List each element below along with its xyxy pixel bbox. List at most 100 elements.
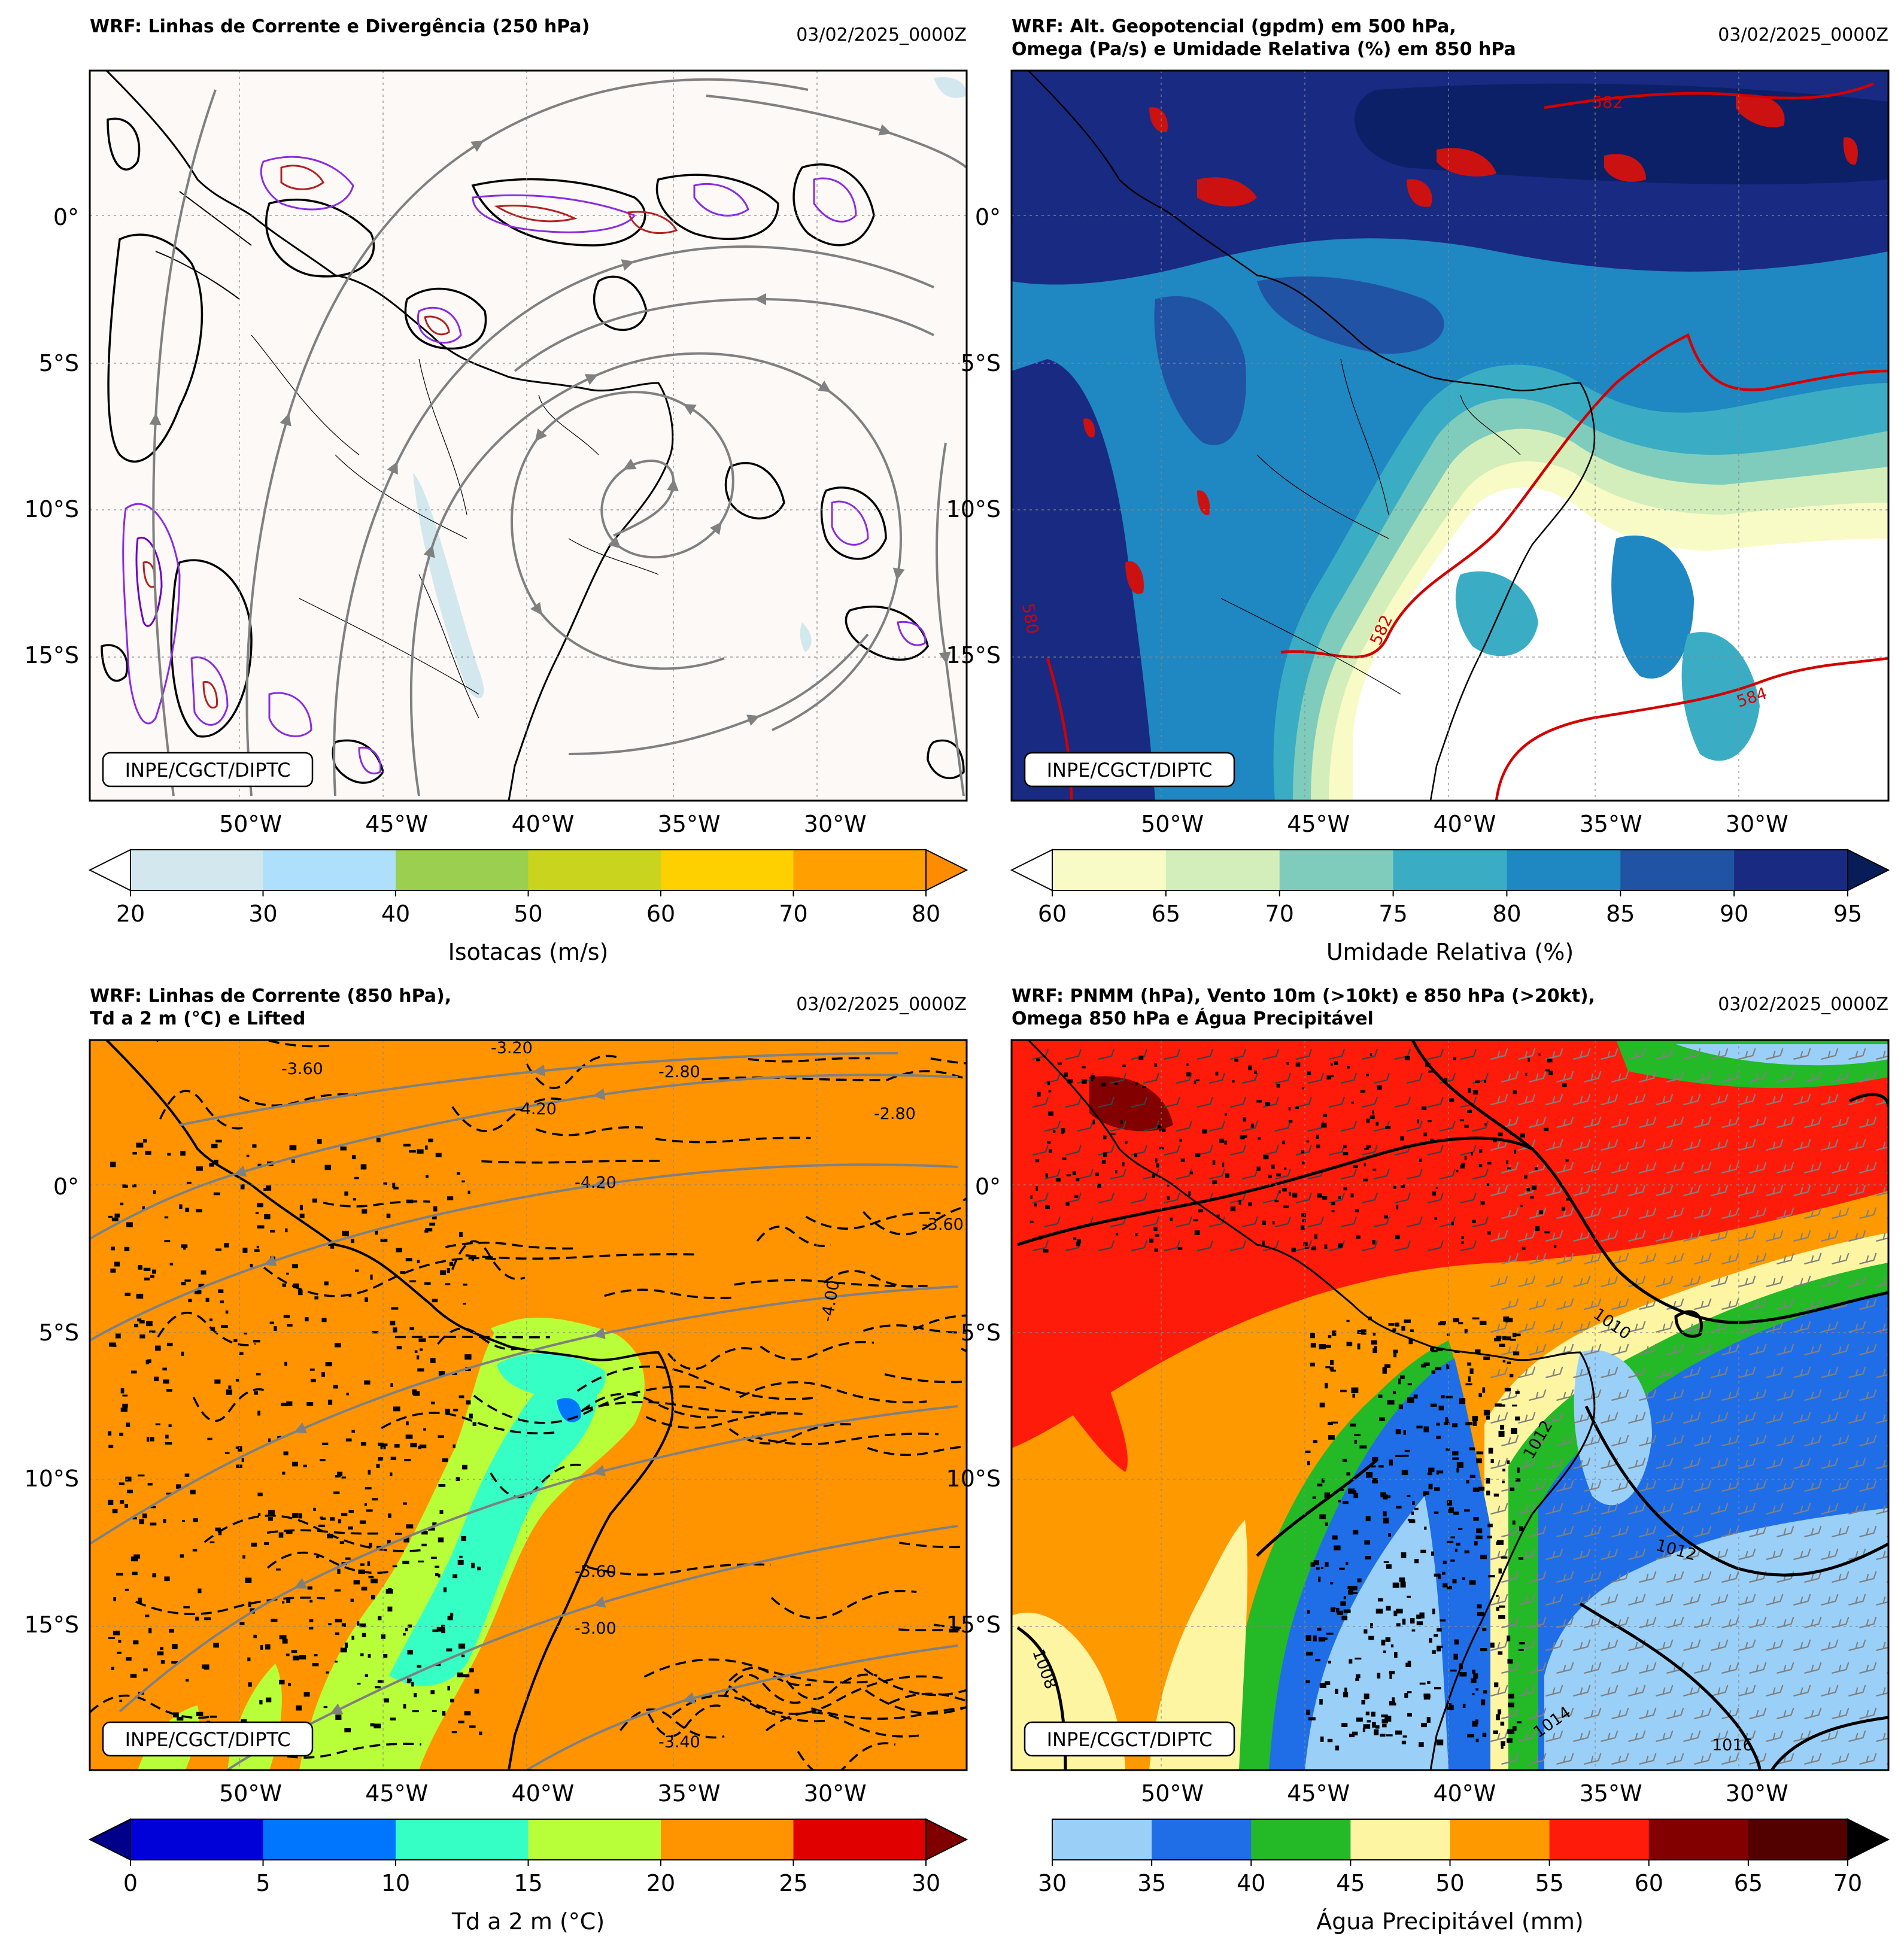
wind-barb [1793, 1730, 1811, 1743]
wind-barb [1611, 1298, 1629, 1311]
wind-barb [1804, 1207, 1822, 1220]
omega-speck [1047, 1081, 1050, 1086]
omega-speck [1340, 1489, 1344, 1491]
omega-speck [1253, 1071, 1258, 1074]
wind-barb [1490, 1594, 1508, 1606]
omega-speck [325, 1362, 332, 1367]
omega-speck [1453, 1318, 1460, 1322]
omega-speck [1426, 1717, 1431, 1723]
omega-speck [1156, 1163, 1159, 1167]
omega-speck [211, 1144, 218, 1148]
wind-barb [1340, 1072, 1358, 1084]
omega-speck [1186, 1063, 1189, 1066]
omega-speck [108, 1342, 116, 1347]
omega-speck [1152, 1174, 1155, 1178]
omega-speck [1566, 1198, 1571, 1201]
wind-barb [1848, 1685, 1866, 1697]
omega-speck [215, 1527, 221, 1531]
omega-speck [367, 1561, 371, 1566]
omega-speck [138, 1474, 145, 1477]
omega-speck [1420, 1549, 1426, 1553]
omega-speck [145, 1615, 150, 1617]
omega-speck [1350, 1193, 1354, 1197]
omega-speck [259, 1699, 263, 1705]
omega-speck [419, 1444, 427, 1449]
omega-speck [365, 1487, 372, 1489]
omega-speck [472, 1422, 476, 1426]
wind-barb [1766, 1594, 1784, 1606]
omega-speck [1335, 1607, 1340, 1613]
omega-speck [1515, 1478, 1521, 1482]
omega-speck [428, 1138, 433, 1142]
omega-speck [1428, 1483, 1433, 1489]
omega-speck [125, 1476, 132, 1482]
omega-speck [390, 1383, 393, 1387]
wind-barb [1241, 1072, 1259, 1084]
omega-speck [1520, 1205, 1523, 1208]
wind-barb [1406, 1216, 1423, 1228]
omega-speck [139, 1334, 145, 1339]
lifted-contour-label: -2.80 [658, 1063, 700, 1081]
omega-speck [447, 1616, 453, 1620]
omega-speck [1385, 1126, 1391, 1129]
omega-speck [275, 1568, 281, 1571]
omega-speck [228, 1385, 232, 1389]
wind-barb [1373, 1072, 1390, 1084]
wind-barb [1032, 1192, 1049, 1204]
omega-speck [132, 1571, 138, 1576]
omega-speck [1356, 1674, 1361, 1679]
omega-speck [299, 1214, 305, 1218]
omega-speck [1305, 1652, 1313, 1656]
omega-speck [1225, 1173, 1229, 1178]
omega-speck [150, 1275, 154, 1278]
wind-barb [1361, 1048, 1378, 1060]
omega-speck [390, 1457, 397, 1460]
colorbar-tick-label: 60 [1038, 901, 1067, 927]
omega-speck [1049, 1149, 1052, 1153]
wind-barb [1683, 1321, 1701, 1333]
panel-title-line: WRF: Alt. Geopotencial (gpdm) em 500 hPa… [1012, 16, 1456, 37]
omega-speck [309, 1619, 314, 1622]
omega-speck [257, 1203, 263, 1208]
omega-speck [193, 1518, 198, 1522]
omega-speck [1401, 1325, 1405, 1331]
omega-speck [1475, 1719, 1478, 1725]
omega-speck [224, 1452, 230, 1454]
omega-speck [1504, 1387, 1511, 1392]
omega-speck [1347, 1066, 1350, 1069]
omega-speck [296, 1705, 302, 1711]
omega-speck [1452, 1457, 1459, 1460]
omega-speck [314, 1296, 318, 1300]
wind-barb [1694, 1343, 1712, 1356]
omega-speck [469, 1413, 473, 1419]
omega-speck [351, 1155, 356, 1160]
wind-barb [1804, 1252, 1822, 1265]
wind-barb [1793, 1412, 1811, 1424]
omega-speck [1193, 1219, 1198, 1221]
wind-barb [1738, 1321, 1756, 1333]
wind-barb [1295, 1048, 1313, 1060]
omega-speck [1486, 1478, 1490, 1484]
omega-speck [461, 1180, 465, 1182]
colorbar-over-arrow [1847, 1818, 1890, 1861]
omega-speck [1159, 1147, 1164, 1150]
wind-barb [1628, 1685, 1646, 1697]
wind-barb [1738, 1685, 1756, 1697]
wind-barb [1721, 1298, 1739, 1311]
omega-speck [1467, 1362, 1472, 1366]
colorbar-under-arrow [88, 1818, 131, 1861]
omega-speck [1372, 1477, 1378, 1483]
omega-speck [147, 1483, 153, 1486]
omega-speck [185, 1679, 189, 1682]
omega-speck [1077, 1239, 1081, 1243]
wind-barb [1439, 1120, 1456, 1132]
wind-barb [1656, 1321, 1674, 1333]
omega-speck [1472, 1673, 1478, 1679]
omega-speck [1343, 1692, 1349, 1698]
lat-tick-label: 10°S [25, 496, 79, 522]
wind-barb [1666, 1434, 1684, 1447]
wind-barb [1666, 1116, 1684, 1129]
wind-barb [1501, 1071, 1519, 1083]
omega-speck [1499, 1343, 1505, 1348]
